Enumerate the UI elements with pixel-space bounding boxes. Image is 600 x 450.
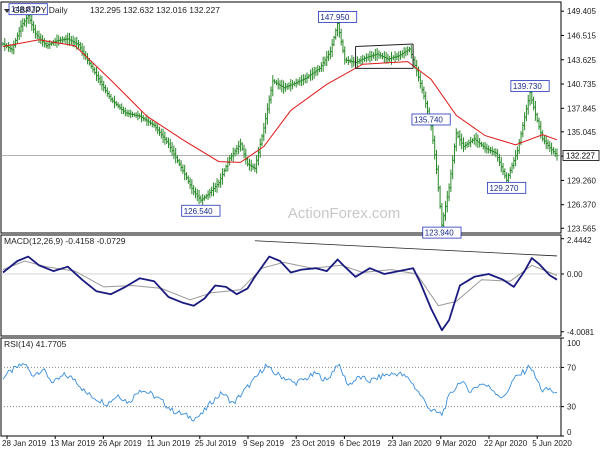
rsi-axis-tick-label: 70 (567, 363, 576, 372)
macd-axis-tick-label: -4.0081 (567, 328, 595, 337)
svg-text:148.870: 148.870 (11, 5, 40, 14)
price-label: 123.940 (422, 226, 462, 239)
rsi-axis-tick-label: 30 (567, 403, 576, 412)
price-axis-tick-label: 143.625 (567, 56, 596, 65)
macd-series-layer (2, 240, 558, 332)
date-tick-label: 28 Jan 2019 (2, 439, 47, 448)
date-tick-label: 13 Mar 2019 (50, 439, 95, 448)
price-axis-tick-label: 126.370 (567, 201, 596, 210)
main-chart-title: GBPJPY Daily (13, 5, 68, 15)
price-series-layer (1, 10, 559, 229)
main-panel-frame (0, 1, 562, 234)
moving-average-line (2, 39, 558, 163)
rsi-line (2, 363, 558, 422)
price-axis-tick-label: 123.565 (567, 224, 596, 233)
price-label: 126.540 (181, 204, 221, 217)
date-tick-label: 25 Jul 2019 (195, 439, 237, 448)
panel-collapse-icon[interactable] (4, 9, 10, 13)
rsi-axis-tick-label: 100 (567, 339, 581, 348)
svg-text:123.940: 123.940 (425, 229, 454, 238)
date-tick-label: 26 Apr 2019 (98, 439, 142, 448)
rsi-series-layer (2, 363, 558, 422)
date-tick-label: 23 Oct 2019 (291, 439, 335, 448)
panel-frames (0, 1, 562, 437)
main-panel-title: GBPJPY Daily 132.295 132.632 132.016 132… (4, 5, 220, 15)
price-axis-tick-label: 135.045 (567, 128, 596, 137)
date-tick-label: 11 Jun 2019 (147, 439, 191, 448)
current-price-tag: 132.227 (562, 150, 600, 161)
ohlc-readout: 132.295 132.632 132.016 132.227 (90, 5, 220, 15)
date-tick-label: 6 Dec 2019 (339, 439, 380, 448)
price-axis-tick-label: 146.515 (567, 31, 596, 40)
svg-text:129.270: 129.270 (489, 184, 518, 193)
price-axis-tick-label: 129.260 (567, 176, 596, 185)
price-axis-tick-label: 140.735 (567, 80, 596, 89)
svg-text:147.950: 147.950 (320, 13, 349, 22)
date-tick-label: 22 Apr 2020 (484, 439, 528, 448)
channel-upper-line (355, 43, 414, 48)
macd-panel-frame (0, 234, 562, 337)
rsi-axis-tick-label: 0 (567, 428, 572, 437)
grid-layer (1, 155, 561, 408)
svg-text:135.740: 135.740 (414, 115, 443, 124)
date-tick-label: 9 Sep 2019 (243, 439, 284, 448)
price-label: 135.740 (411, 113, 451, 126)
price-label: 129.270 (487, 181, 527, 194)
svg-text:139.730: 139.730 (513, 82, 542, 91)
axis-layer: 149.405 146.515 143.625 140.735 137.845 135.0… (2, 7, 600, 448)
macd-signal-line (2, 260, 558, 307)
macd-axis-tick-label: 0.00 (567, 270, 583, 279)
macd-axis-tick-label: 2.4442 (567, 236, 592, 245)
price-axis-tick-label: 137.845 (567, 104, 596, 113)
rsi-panel-title: RSI(14) 41.7705 (4, 339, 67, 349)
svg-text:126.540: 126.540 (184, 207, 213, 216)
macd-panel-title: MACD(12,26,9) -0.4158 -0.0729 (4, 236, 126, 246)
watermark: ActionForex.com (288, 205, 401, 222)
macd-trendline (254, 240, 558, 257)
price-label-layer: 148.870 126.540 147.950 135.740 123.940 129.2… (8, 3, 550, 239)
rsi-panel-frame (0, 337, 562, 437)
svg-text:132.227: 132.227 (566, 151, 595, 160)
price-label: 139.730 (510, 80, 550, 92)
price-axis-tick-label: 149.405 (567, 7, 596, 16)
panel-titles: GBPJPY Daily 132.295 132.632 132.016 132… (4, 5, 220, 349)
price-label: 147.950 (318, 11, 358, 23)
date-tick-label: 23 Jan 2020 (388, 439, 433, 448)
ohlc-bar (555, 148, 559, 161)
date-tick-label: 9 Mar 2020 (436, 439, 477, 448)
macd-line (2, 255, 558, 332)
date-tick-label: 5 Jun 2020 (532, 439, 572, 448)
